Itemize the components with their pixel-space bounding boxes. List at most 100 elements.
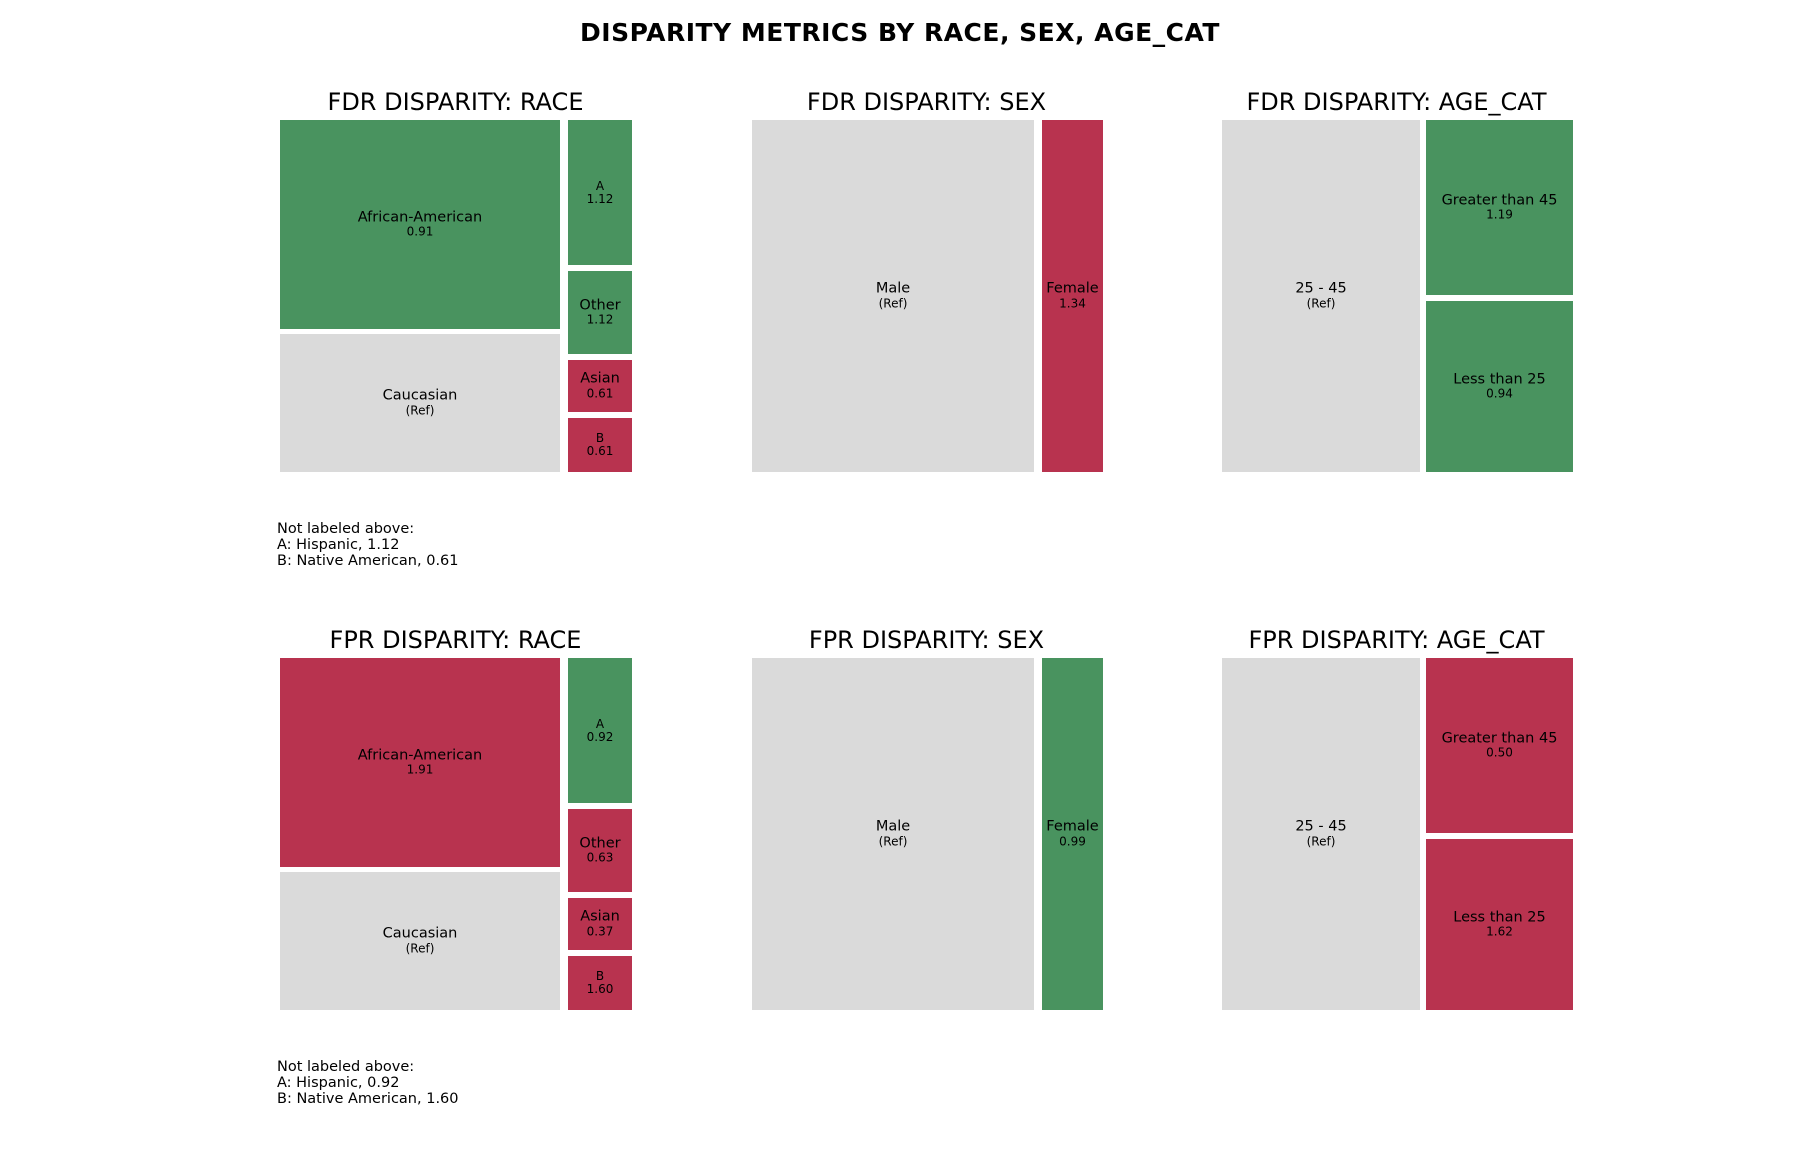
treemap-tile: A 1.12 bbox=[568, 120, 632, 265]
tile-label-group: Less than 25 0.94 bbox=[1426, 370, 1573, 401]
tile-name: 25 - 45 bbox=[1295, 280, 1347, 297]
treemap-area: 25 - 45 (Ref) Greater than 45 1.19 Less than… bbox=[1219, 119, 1574, 475]
tile-value: 0.61 bbox=[586, 444, 614, 458]
treemap-area: 25 - 45 (Ref) Greater than 45 0.50 Less than… bbox=[1219, 657, 1574, 1013]
note-line: B: Native American, 0.61 bbox=[277, 553, 459, 569]
tile-value: 1.19 bbox=[1486, 207, 1513, 222]
tile-label-group: Female 1.34 bbox=[1042, 280, 1103, 311]
tile-label-group: B 0.61 bbox=[568, 430, 632, 458]
treemap-panel: FDR DISPARITY: SEX Male (Ref) Female 1.34 bbox=[749, 88, 1104, 475]
tile-name: African-American bbox=[357, 208, 483, 225]
main-title: DISPARITY METRICS BY RACE, SEX, AGE_CAT bbox=[580, 18, 1220, 47]
treemap-tile: Male (Ref) bbox=[752, 120, 1034, 472]
unlabeled-note: Not labeled above: A: Hispanic, 0.92 B: Na… bbox=[277, 1059, 459, 1107]
tile-label-group: B 1.60 bbox=[568, 968, 632, 996]
treemap-tile: Greater than 45 1.19 bbox=[1426, 120, 1573, 295]
tile-value: 0.91 bbox=[406, 224, 434, 239]
tile-name: Male bbox=[875, 280, 911, 297]
tile-label-group: Caucasian (Ref) bbox=[280, 925, 560, 956]
tile-value: 0.61 bbox=[586, 386, 614, 401]
tile-value: 0.50 bbox=[1486, 745, 1513, 760]
tile-name: Greater than 45 bbox=[1441, 191, 1558, 208]
tile-value: 0.99 bbox=[1059, 834, 1086, 849]
tile-name: Female bbox=[1046, 280, 1099, 297]
tile-value: 1.60 bbox=[586, 982, 614, 996]
note-line: A: Hispanic, 0.92 bbox=[277, 1075, 400, 1091]
tile-label-group: Asian 0.37 bbox=[568, 908, 632, 939]
tile-value: (Ref) bbox=[405, 403, 435, 418]
tile-value: 1.62 bbox=[1486, 924, 1513, 939]
note-line: Not labeled above: bbox=[277, 521, 415, 537]
tile-label-group: Less than 25 1.62 bbox=[1426, 908, 1573, 939]
treemap-tile: B 1.60 bbox=[568, 956, 632, 1010]
tile-name: African-American bbox=[357, 746, 483, 763]
treemap-tile: Other 1.12 bbox=[568, 271, 632, 354]
treemap-tile: Asian 0.61 bbox=[568, 360, 632, 412]
panel-title: FPR DISPARITY: AGE_CAT bbox=[1248, 626, 1545, 654]
tile-label-group: A 1.12 bbox=[568, 178, 632, 206]
tile-value: (Ref) bbox=[1306, 296, 1336, 311]
treemap-area: Male (Ref) Female 0.99 bbox=[749, 657, 1104, 1013]
panel-title: FPR DISPARITY: SEX bbox=[808, 626, 1045, 654]
tile-label-group: Greater than 45 1.19 bbox=[1426, 191, 1573, 222]
tile-name: B bbox=[595, 968, 605, 983]
tile-label-group: Male (Ref) bbox=[752, 280, 1034, 311]
treemap-tile: Female 1.34 bbox=[1042, 120, 1103, 472]
tile-value: 1.12 bbox=[586, 312, 614, 327]
tile-label-group: 25 - 45 (Ref) bbox=[1222, 818, 1420, 848]
tile-label-group: Other 1.12 bbox=[568, 296, 632, 327]
note-line: A: Hispanic, 1.12 bbox=[277, 537, 400, 553]
treemap-tile: African-American 1.91 bbox=[280, 658, 560, 867]
tile-value: 1.91 bbox=[406, 762, 434, 777]
tile-label-group: African-American 1.91 bbox=[280, 746, 560, 777]
panel-title: FDR DISPARITY: SEX bbox=[806, 88, 1047, 116]
tile-name: A bbox=[595, 716, 605, 731]
tile-name: Asian bbox=[580, 908, 620, 925]
tile-label-group: Female 0.99 bbox=[1042, 818, 1103, 849]
note-line: Not labeled above: bbox=[277, 1059, 415, 1075]
tile-name: Greater than 45 bbox=[1441, 729, 1558, 746]
tile-label-group: Asian 0.61 bbox=[568, 370, 632, 401]
tile-name: B bbox=[595, 430, 605, 445]
tile-value: 1.34 bbox=[1059, 296, 1086, 311]
tile-label-group: Caucasian (Ref) bbox=[280, 387, 560, 418]
tile-value: 0.37 bbox=[586, 924, 614, 939]
tile-value: 0.94 bbox=[1486, 386, 1513, 401]
tile-value: (Ref) bbox=[878, 296, 908, 311]
tile-name: Asian bbox=[580, 370, 620, 387]
treemap-tile: Other 0.63 bbox=[568, 809, 632, 892]
treemap-panel: FDR DISPARITY: AGE_CAT 25 - 45 (Ref) Greate… bbox=[1219, 88, 1574, 475]
tile-name: Male bbox=[875, 818, 911, 835]
treemap-tile: A 0.92 bbox=[568, 658, 632, 803]
treemap-panel: FPR DISPARITY: SEX Male (Ref) Female 0.99 bbox=[749, 626, 1104, 1013]
treemap-tile: Caucasian (Ref) bbox=[280, 334, 560, 472]
treemap-tile: 25 - 45 (Ref) bbox=[1222, 120, 1420, 472]
panel-title: FDR DISPARITY: RACE bbox=[327, 88, 584, 116]
treemap-tile: Greater than 45 0.50 bbox=[1426, 658, 1573, 833]
treemap-area: African-American 1.91 Caucasian (Ref) A 0.92 O… bbox=[278, 657, 633, 1013]
tile-name: A bbox=[595, 178, 605, 193]
tile-name: Female bbox=[1046, 818, 1099, 835]
tile-name: Other bbox=[579, 834, 621, 851]
treemap-tile: Male (Ref) bbox=[752, 658, 1034, 1010]
tile-name: Less than 25 bbox=[1453, 908, 1546, 925]
treemap-tile: B 0.61 bbox=[568, 418, 632, 472]
tile-name: Caucasian bbox=[382, 387, 458, 404]
tile-label-group: African-American 0.91 bbox=[280, 208, 560, 239]
tile-value: 0.92 bbox=[586, 729, 614, 744]
panel-title: FPR DISPARITY: RACE bbox=[329, 626, 582, 654]
tile-value: 1.12 bbox=[586, 191, 614, 206]
tile-name: Other bbox=[579, 296, 621, 313]
tile-value: (Ref) bbox=[405, 941, 435, 956]
tile-name: Less than 25 bbox=[1453, 370, 1546, 387]
treemap-tile: 25 - 45 (Ref) bbox=[1222, 658, 1420, 1010]
treemap-tile: Less than 25 0.94 bbox=[1426, 301, 1573, 472]
unlabeled-note: Not labeled above: A: Hispanic, 1.12 B: Na… bbox=[277, 521, 459, 569]
tile-name: 25 - 45 bbox=[1295, 818, 1347, 835]
treemap-area: African-American 0.91 Caucasian (Ref) A 1.12 O… bbox=[278, 119, 633, 475]
note-line: B: Native American, 1.60 bbox=[277, 1091, 459, 1107]
tile-label-group: Greater than 45 0.50 bbox=[1426, 729, 1573, 760]
tile-value: (Ref) bbox=[878, 834, 908, 849]
tile-label-group: Other 0.63 bbox=[568, 834, 632, 865]
treemap-panel: FPR DISPARITY: AGE_CAT 25 - 45 (Ref) Greate… bbox=[1219, 626, 1574, 1013]
